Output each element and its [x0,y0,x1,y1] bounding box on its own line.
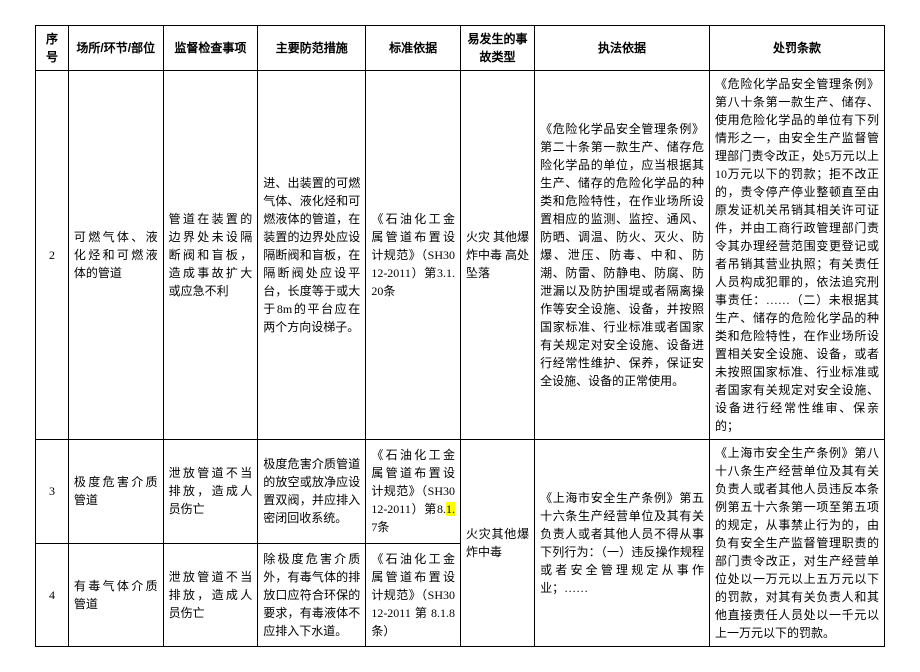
regulation-table: 序号 场所/环节/部位 监督检查事项 主要防范措施 标准依据 易发生的事故类型 … [35,25,885,647]
cell-inspection: 泄放管道不当排放，造成人员伤亡 [163,543,258,647]
col-accident: 易发生的事故类型 [460,26,534,71]
col-standard: 标准依据 [366,26,461,71]
cell-location: 有毒气体介质管道 [68,543,163,647]
cell-lawbasis: 《上海市安全生产条例》第五十六条生产经营单位及其有关负责人或者其他人员不得从事下… [535,440,710,647]
table-header-row: 序号 场所/环节/部位 监督检查事项 主要防范措施 标准依据 易发生的事故类型 … [36,26,885,71]
cell-measures: 进、出装置的可燃气体、液化烃和可燃液体的管道，在装置的边界处应设隔断阀和盲板，在… [258,71,366,440]
cell-accident: 火灾 其他爆炸中毒 高处坠落 [460,71,534,440]
cell-seq: 2 [36,71,69,440]
std-text-a: 《石油化工金属管道布置设计规范》（SH3012-2011）第8. [371,448,455,516]
cell-inspection: 管道在装置的边界处未设隔断阀和盲板，造成事故扩大或应急不利 [163,71,258,440]
cell-standard: 《石油化工金属管道布置设计规范》（SH3012-2011第8.1.8条） [366,543,461,647]
col-penalty: 处罚条款 [710,26,885,71]
cell-measures: 极度危害介质管道的放空或放净应设置双阀，并应排入密闭回收系统。 [258,440,366,544]
cell-measures: 除极度危害介质外，有毒气体的排放口应符合环保的要求，有毒液体不应排入下水道。 [258,543,366,647]
col-inspection: 监督检查事项 [163,26,258,71]
col-seq: 序号 [36,26,69,71]
cell-standard: 《石油化工金属管道布置设计规范》（SH3012-2011）第8.1. 7条 [366,440,461,544]
highlight-text: 1. [446,502,455,516]
cell-accident: 火灾其他爆炸中毒 [460,440,534,647]
col-lawbasis: 执法依据 [535,26,710,71]
std-text-b: 7条 [371,520,389,534]
table-row: 3 极度危害介质管道 泄放管道不当排放，造成人员伤亡 极度危害介质管道的放空或放… [36,440,885,544]
cell-seq: 4 [36,543,69,647]
cell-location: 可燃气体、液化烃和可燃液体的管道 [68,71,163,440]
cell-lawbasis: 《危险化学品安全管理条例》第二十条第一款生产、储存危险化学品的单位，应当根据其生… [535,71,710,440]
col-location: 场所/环节/部位 [68,26,163,71]
cell-penalty: 《上海市安全生产条例》第八十八条生产经营单位及其有关负责人或者其他人员违反本条例… [710,440,885,647]
col-measures: 主要防范措施 [258,26,366,71]
cell-standard: 《石油化工金属管道布置设计规范》（SH3012-2011）第3.1.20条 [366,71,461,440]
table-row: 2 可燃气体、液化烃和可燃液体的管道 管道在装置的边界处未设隔断阀和盲板，造成事… [36,71,885,440]
cell-penalty: 《危险化学品安全管理条例》第八十条第一款生产、储存、使用危险化学品的单位有下列情… [710,71,885,440]
cell-seq: 3 [36,440,69,544]
cell-inspection: 泄放管道不当排放，造成人员伤亡 [163,440,258,544]
cell-location: 极度危害介质管道 [68,440,163,544]
